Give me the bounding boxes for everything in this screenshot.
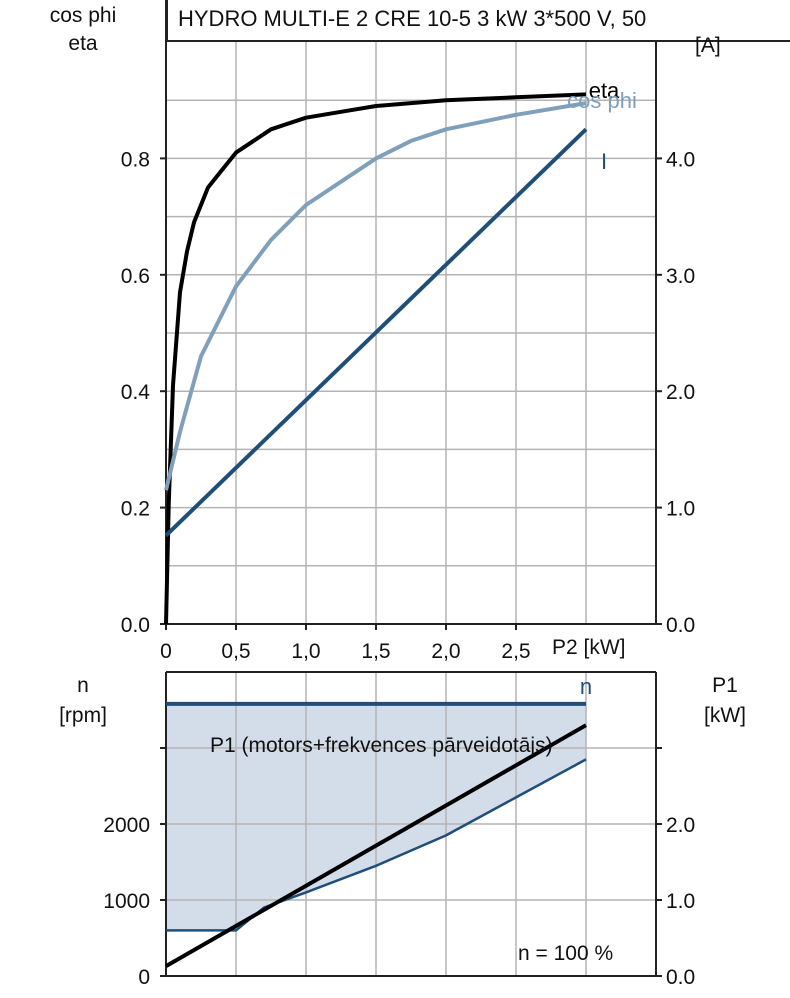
y-right-tick-label: 2.0 (666, 814, 695, 837)
y-left-tick-label: 0.4 (121, 381, 151, 404)
y-right-label-current: [A] (695, 34, 721, 57)
x-tick-label: 2,5 (501, 640, 530, 663)
series-label-eta: eta (589, 78, 620, 103)
chart-title: HYDRO MULTI-E 2 CRE 10-5 3 kW 3*500 V, 5… (178, 6, 647, 31)
y-right-tick-label: 0.0 (666, 614, 695, 637)
y-left-label-n: n (77, 674, 89, 697)
y-left-tick-label: 2000 (103, 814, 150, 837)
y-right-tick-label: 4.0 (666, 148, 695, 171)
p1-motor-converter-line (165, 723, 587, 968)
y-left-tick-label: 0.6 (121, 265, 150, 288)
x-tick-label: 1,0 (291, 640, 320, 663)
y-right-tick-label: 3.0 (666, 265, 695, 288)
y-right-label-kw: [kW] (704, 704, 746, 727)
eta-curve (164, 92, 587, 625)
series-label-current: I (601, 149, 607, 174)
y-right-tick-label: 2.0 (666, 381, 695, 404)
y-right-tick-label: 1.0 (666, 890, 695, 913)
y-left-tick-label: 1000 (103, 890, 150, 913)
x-tick-label: 1,5 (361, 640, 390, 663)
x-tick-label: 0 (160, 640, 172, 663)
series-label-n: n (580, 674, 592, 699)
y-right-tick-label: 1.0 (666, 498, 695, 521)
x-tick-label: 0,5 (221, 640, 250, 663)
x-tick-label: 2,0 (431, 640, 460, 663)
y-right-tick-label: 0.0 (666, 966, 695, 989)
y-left-label-eta: eta (68, 32, 98, 55)
annotation-speed: n = 100 % (518, 942, 614, 965)
y-left-tick-label: 0.8 (121, 148, 150, 171)
y-right-label-p1: P1 (712, 674, 738, 697)
y-left-label-cos-phi: cos phi (49, 4, 117, 27)
current-curve (164, 127, 588, 537)
cos-phi-curve (164, 101, 587, 491)
series-label-cos-phi: cos phi (567, 88, 637, 113)
y-left-label-rpm: [rpm] (59, 704, 107, 727)
y-left-tick-label: 0.2 (121, 498, 150, 521)
annotation-p1: P1 (motors+frekvences pārveidotājs) (210, 734, 553, 757)
p1-lower-boundary-curve (166, 758, 587, 932)
y-left-tick-label: 0 (138, 966, 150, 989)
y-left-tick-label: 0.0 (121, 614, 150, 637)
chart-title-box: HYDRO MULTI-E 2 CRE 10-5 3 kW 3*500 V, 5… (166, 0, 790, 42)
x-axis-label: P2 [kW] (552, 636, 626, 659)
